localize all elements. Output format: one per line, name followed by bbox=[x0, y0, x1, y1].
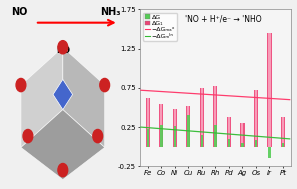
Text: NO: NO bbox=[56, 46, 70, 55]
Bar bbox=[254, 90, 258, 147]
Bar bbox=[201, 88, 203, 147]
Polygon shape bbox=[53, 79, 72, 110]
Polygon shape bbox=[63, 47, 105, 147]
Circle shape bbox=[58, 41, 68, 54]
Bar bbox=[282, 143, 284, 147]
Circle shape bbox=[16, 78, 26, 92]
Polygon shape bbox=[21, 110, 105, 180]
Bar bbox=[240, 123, 244, 147]
Bar bbox=[147, 98, 149, 147]
Bar bbox=[173, 109, 177, 147]
Bar bbox=[160, 125, 163, 147]
Circle shape bbox=[23, 129, 33, 143]
Bar bbox=[267, 33, 271, 147]
Bar bbox=[241, 143, 244, 147]
Bar bbox=[214, 125, 217, 147]
Circle shape bbox=[100, 78, 110, 92]
Bar bbox=[160, 104, 162, 147]
Bar bbox=[186, 106, 190, 147]
Bar bbox=[241, 123, 244, 147]
Bar bbox=[268, 147, 271, 158]
Text: NH₃: NH₃ bbox=[100, 7, 121, 17]
Polygon shape bbox=[21, 47, 63, 147]
Bar bbox=[159, 104, 163, 147]
Bar bbox=[268, 33, 271, 147]
Text: NO: NO bbox=[11, 7, 28, 17]
Bar bbox=[281, 117, 285, 147]
Bar bbox=[200, 88, 204, 147]
Text: 'NO + H⁺/e⁻ → 'NHO: 'NO + H⁺/e⁻ → 'NHO bbox=[185, 14, 262, 23]
Bar bbox=[255, 90, 257, 147]
Bar bbox=[228, 117, 230, 147]
Bar bbox=[227, 117, 231, 147]
Bar bbox=[187, 115, 190, 147]
Bar bbox=[201, 135, 203, 147]
Bar bbox=[213, 86, 217, 147]
Bar bbox=[174, 109, 176, 147]
Bar bbox=[146, 98, 150, 147]
Bar bbox=[228, 139, 230, 147]
Legend: ΔG, ΔG₁, −ΔGₘₐˣ, −ΔGₘᴵⁿ: ΔG, ΔG₁, −ΔGₘₐˣ, −ΔGₘᴵⁿ bbox=[143, 13, 177, 41]
Circle shape bbox=[58, 163, 68, 177]
Circle shape bbox=[93, 129, 102, 143]
Bar bbox=[174, 126, 176, 147]
Bar bbox=[187, 106, 189, 147]
Bar bbox=[282, 117, 284, 147]
Bar bbox=[255, 140, 257, 147]
Bar bbox=[147, 129, 149, 147]
Bar bbox=[214, 86, 217, 147]
